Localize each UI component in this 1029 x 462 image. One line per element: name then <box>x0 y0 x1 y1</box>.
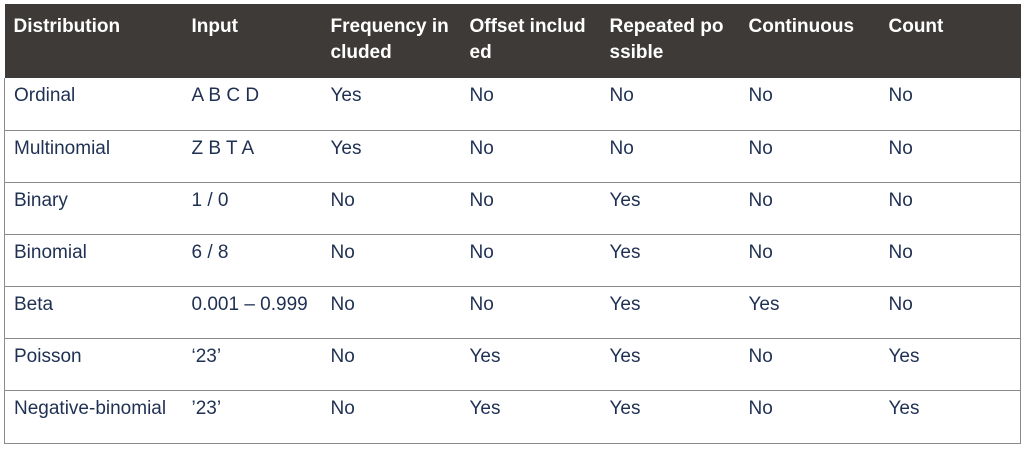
cell-distribution: Beta <box>14 293 54 315</box>
table-row: Poisson ‘23’ No Yes Yes No Yes <box>4 338 1021 390</box>
header-input: Input <box>191 16 238 37</box>
cell-continuous: No <box>748 241 773 263</box>
cell-continuous: No <box>748 397 773 419</box>
table-row: Binomial 6 / 8 No No Yes No No <box>4 234 1021 286</box>
cell-input: ’23’ <box>191 397 222 419</box>
cell-frequency: Yes <box>330 137 362 159</box>
table-row: Ordinal A B C D Yes No No No No <box>4 78 1021 130</box>
distribution-table: Distribution Input Frequency included Of… <box>4 4 1021 444</box>
cell-input: ‘23’ <box>191 345 222 367</box>
cell-repeated: No <box>609 137 634 159</box>
cell-count: No <box>888 137 913 159</box>
cell-count: No <box>888 85 913 106</box>
table-row: Binary 1 / 0 No No Yes No No <box>4 182 1021 234</box>
cell-frequency: Yes <box>330 85 362 106</box>
cell-offset: No <box>469 293 494 315</box>
cell-continuous: No <box>748 85 773 106</box>
cell-count: Yes <box>888 345 920 367</box>
cell-frequency: No <box>330 189 355 211</box>
cell-count: No <box>888 189 913 211</box>
header-count: Count <box>888 16 944 37</box>
table-body: Ordinal A B C D Yes No No No No Multinom… <box>4 78 1021 443</box>
header-row: Distribution Input Frequency included Of… <box>4 4 1021 78</box>
cell-continuous: No <box>748 189 773 211</box>
cell-distribution: Negative-binomial <box>14 397 167 419</box>
cell-frequency: No <box>330 293 355 315</box>
cell-continuous: Yes <box>748 293 780 315</box>
cell-repeated: Yes <box>609 241 641 263</box>
header-offset-included: Offset included <box>469 16 586 63</box>
header-frequency-included: Frequency included <box>330 16 449 63</box>
cell-frequency: No <box>330 397 355 419</box>
cell-count: No <box>888 241 913 263</box>
table-header: Distribution Input Frequency included Of… <box>4 4 1021 78</box>
cell-continuous: No <box>748 137 773 159</box>
cell-repeated: No <box>609 85 634 106</box>
cell-input: 6 / 8 <box>191 241 229 263</box>
cell-count: No <box>888 293 913 315</box>
cell-count: Yes <box>888 397 920 419</box>
cell-offset: Yes <box>469 397 501 419</box>
cell-frequency: No <box>330 345 355 367</box>
table-row: Beta 0.001 – 0.999 No No Yes Yes No <box>4 286 1021 338</box>
cell-input: 1 / 0 <box>191 189 229 211</box>
cell-input: 0.001 – 0.999 <box>191 293 308 315</box>
cell-repeated: Yes <box>609 397 641 419</box>
cell-offset: No <box>469 137 494 159</box>
cell-offset: No <box>469 85 494 106</box>
distribution-table-container: Distribution Input Frequency included Of… <box>4 4 1021 444</box>
table-row: Negative-binomial ’23’ No Yes Yes No Yes <box>4 390 1021 443</box>
header-repeated-possible: Repeated possible <box>609 16 724 63</box>
cell-input: Z B T A <box>191 137 255 159</box>
cell-offset: No <box>469 189 494 211</box>
table-row: Multinomial Z B T A Yes No No No No <box>4 130 1021 182</box>
cell-distribution: Binomial <box>14 241 87 263</box>
cell-repeated: Yes <box>609 189 641 211</box>
header-distribution: Distribution <box>13 16 121 37</box>
header-continuous: Continuous <box>748 16 855 37</box>
cell-frequency: No <box>330 241 355 263</box>
cell-continuous: No <box>748 345 773 367</box>
cell-offset: Yes <box>469 345 501 367</box>
cell-input: A B C D <box>191 85 260 106</box>
cell-repeated: Yes <box>609 293 641 315</box>
cell-repeated: Yes <box>609 345 641 367</box>
cell-offset: No <box>469 241 494 263</box>
cell-distribution: Binary <box>14 189 68 211</box>
cell-distribution: Multinomial <box>14 137 111 159</box>
cell-distribution: Poisson <box>14 345 82 367</box>
cell-distribution: Ordinal <box>14 85 76 106</box>
